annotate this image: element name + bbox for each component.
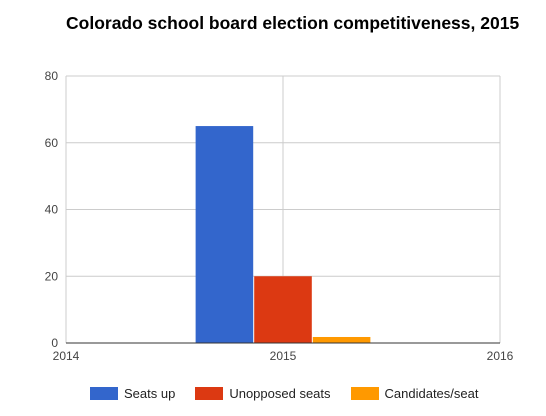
y-tick-label: 60 <box>45 136 59 150</box>
bar-unopposed-seats[interactable] <box>254 276 312 343</box>
bar-candidates-seat[interactable] <box>312 336 371 343</box>
legend-label-unopposed-seats: Unopposed seats <box>229 385 331 401</box>
y-tick-label: 20 <box>45 269 59 283</box>
legend-label-candidates-per-seat: Candidates/seat <box>384 385 479 401</box>
legend-swatch-seats-up <box>90 386 118 400</box>
legend-item-unopposed-seats[interactable]: Unopposed seats <box>195 385 331 401</box>
legend-item-seats-up[interactable]: Seats up <box>90 386 175 401</box>
legend: Seats up Unopposed seats Candidates/seat <box>90 383 498 403</box>
x-tick-label: 2014 <box>53 349 80 363</box>
y-tick-label: 40 <box>45 203 59 217</box>
x-tick-labels: 2014 2015 2016 <box>53 349 514 363</box>
x-tick-label: 2016 <box>487 349 514 363</box>
legend-swatch-unopposed-seats <box>195 386 224 400</box>
bar-seats-up[interactable] <box>195 126 254 343</box>
legend-swatch-candidates-per-seat <box>350 386 379 400</box>
x-tick-label: 2015 <box>270 349 297 363</box>
bars <box>195 126 371 343</box>
y-tick-labels: 0 20 40 60 80 <box>45 69 59 350</box>
legend-label-seats-up: Seats up <box>124 385 176 401</box>
y-tick-label: 0 <box>51 336 58 350</box>
chart-title: Colorado school board election competiti… <box>66 13 520 33</box>
y-tick-label: 80 <box>45 69 59 83</box>
legend-item-candidates-per-seat[interactable]: Candidates/seat <box>350 385 479 401</box>
